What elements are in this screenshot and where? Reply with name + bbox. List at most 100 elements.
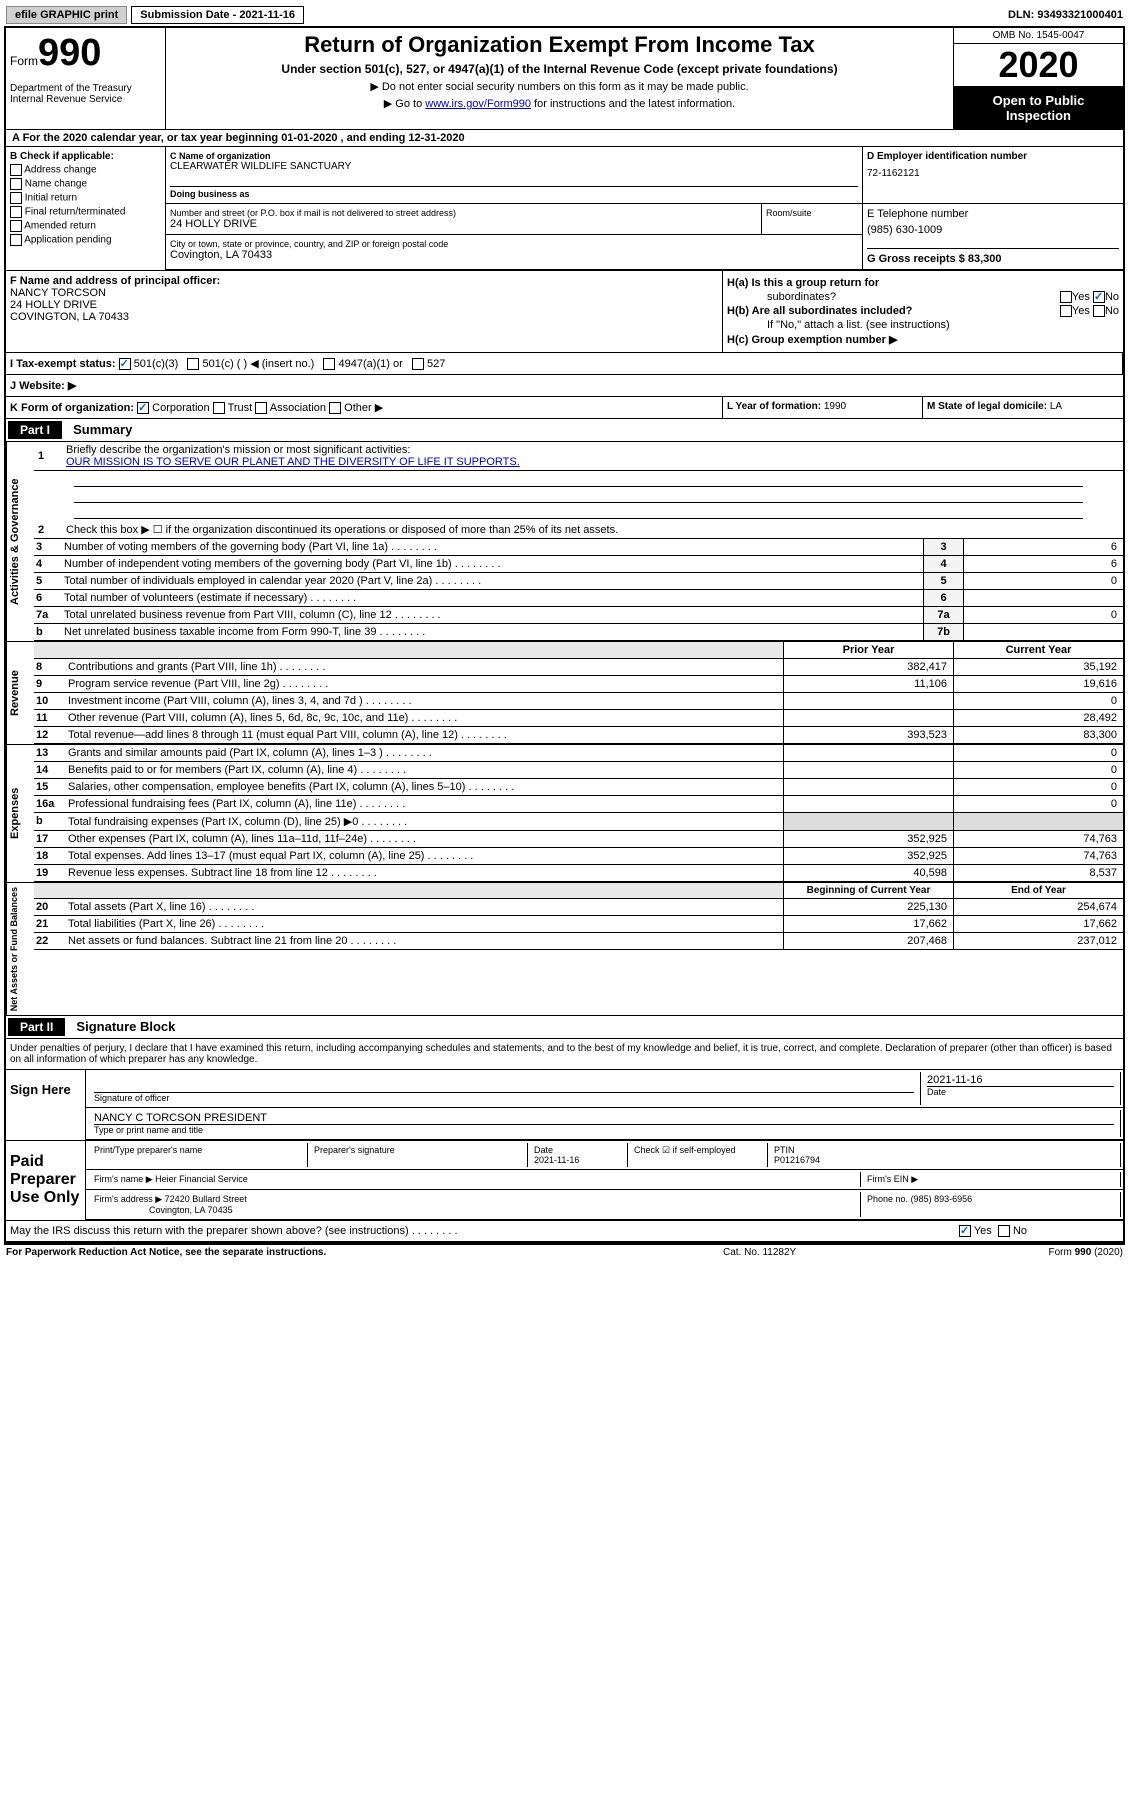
side-expenses: Expenses	[6, 745, 34, 882]
instruction-line-2: ▶ Go to www.irs.gov/Form990 for instruct…	[170, 97, 949, 110]
side-governance: Activities & Governance	[6, 442, 34, 641]
form990-link[interactable]: www.irs.gov/Form990	[425, 98, 531, 110]
fin-line: 21 Total liabilities (Part X, line 26) 1…	[34, 916, 1123, 933]
form-body: Form 990 Department of the Treasury Inte…	[4, 26, 1125, 1244]
prior-year-header: Prior Year	[783, 642, 953, 658]
blank-line	[74, 505, 1083, 519]
part2-title: Signature Block	[68, 1019, 175, 1034]
status-opt: 501(c)(3)	[134, 358, 179, 370]
checkbox-icon[interactable]	[10, 178, 22, 190]
city-value: Covington, LA 70433	[170, 249, 858, 261]
checkbox-icon[interactable]	[10, 164, 22, 176]
status-label: I Tax-exempt status:	[10, 358, 116, 370]
city-label: City or town, state or province, country…	[170, 239, 858, 249]
fin-line: b Total fundraising expenses (Part IX, c…	[34, 813, 1123, 831]
k-opt: Corporation	[152, 402, 209, 414]
checkbox-icon[interactable]	[213, 402, 225, 414]
checkbox-icon[interactable]	[1060, 291, 1072, 303]
line1-text: Briefly describe the organization's miss…	[66, 444, 410, 456]
org-name: CLEARWATER WILDLIFE SANCTUARY	[170, 161, 858, 172]
tax-year: 2020	[954, 44, 1123, 87]
form-number: 990	[38, 32, 101, 75]
main-title: Return of Organization Exempt From Incom…	[170, 32, 949, 58]
officer-name: NANCY TORCSON	[10, 287, 718, 299]
part1-title: Summary	[65, 422, 132, 437]
footer-mid: Cat. No. 11282Y	[723, 1247, 923, 1258]
perjury-text: Under penalties of perjury, I declare th…	[6, 1039, 1123, 1069]
fin-line: 13 Grants and similar amounts paid (Part…	[34, 745, 1123, 762]
officer-print-name: NANCY C TORCSON PRESIDENT	[94, 1112, 1114, 1124]
checkbox-icon[interactable]	[1060, 305, 1072, 317]
checkbox-icon[interactable]	[137, 402, 149, 414]
checkbox-icon[interactable]	[10, 234, 22, 246]
form-label: Form	[10, 54, 38, 68]
sign-here: Sign Here	[6, 1070, 86, 1140]
firm-phone-label: Phone no.	[867, 1194, 908, 1204]
ha-sub: subordinates?	[767, 291, 836, 303]
checkbox-icon[interactable]	[1093, 291, 1105, 303]
current-year-header: Current Year	[953, 642, 1123, 658]
dept-treasury: Department of the Treasury Internal Reve…	[10, 83, 161, 105]
summary-line: 4 Number of independent voting members o…	[34, 556, 1123, 573]
checkbox-icon[interactable]	[10, 206, 22, 218]
text: for instructions and the latest informat…	[531, 98, 735, 110]
dln: DLN: 93493321000401	[1008, 9, 1123, 21]
checkbox-icon[interactable]	[412, 358, 424, 370]
officer-addr2: COVINGTON, LA 70433	[10, 311, 718, 323]
form-title-block: Return of Organization Exempt From Incom…	[166, 28, 953, 129]
fin-line: 16a Professional fundraising fees (Part …	[34, 796, 1123, 813]
omb-number: OMB No. 1545-0047	[954, 28, 1123, 44]
summary-line: 3 Number of voting members of the govern…	[34, 539, 1123, 556]
website-label: J Website: ▶	[10, 380, 76, 392]
summary-line: 5 Total number of individuals employed i…	[34, 573, 1123, 590]
checkbox-icon[interactable]	[1093, 305, 1105, 317]
checkbox-icon[interactable]	[10, 192, 22, 204]
fin-line: 8 Contributions and grants (Part VIII, l…	[34, 659, 1123, 676]
end-year-header: End of Year	[953, 883, 1123, 898]
firm-addr1: 72420 Bullard Street	[165, 1194, 247, 1204]
subtitle: Under section 501(c), 527, or 4947(a)(1)…	[170, 62, 949, 76]
checkbox-icon[interactable]	[255, 402, 267, 414]
header-right: OMB No. 1545-0047 2020 Open to Public In…	[953, 28, 1123, 129]
cb-label: Name change	[25, 179, 87, 190]
ein-label: D Employer identification number	[867, 151, 1119, 162]
fin-line: 11 Other revenue (Part VIII, column (A),…	[34, 710, 1123, 727]
checkbox-icon[interactable]	[959, 1225, 971, 1237]
footer-left: For Paperwork Reduction Act Notice, see …	[6, 1247, 723, 1258]
instruction-line-1: ▶ Do not enter social security numbers o…	[170, 80, 949, 93]
cb-label: Initial return	[25, 193, 77, 204]
efile-button[interactable]: efile GRAPHIC print	[6, 6, 127, 24]
fin-line: 9 Program service revenue (Part VIII, li…	[34, 676, 1123, 693]
submission-date: Submission Date - 2021-11-16	[131, 6, 304, 24]
status-opt: 501(c) ( ) ◀ (insert no.)	[203, 358, 315, 370]
cb-label: Final return/terminated	[25, 207, 126, 218]
part1-header: Part I	[8, 421, 62, 439]
summary-line: b Net unrelated business taxable income …	[34, 624, 1123, 641]
firm-addr-label: Firm's address ▶	[94, 1194, 162, 1204]
footer: For Paperwork Reduction Act Notice, see …	[4, 1244, 1125, 1260]
sig-officer-label: Signature of officer	[94, 1092, 914, 1103]
cb-label: Application pending	[24, 235, 111, 246]
cb-label: Amended return	[24, 221, 96, 232]
fin-line: 12 Total revenue—add lines 8 through 11 …	[34, 727, 1123, 744]
fin-line: 10 Investment income (Part VIII, column …	[34, 693, 1123, 710]
check-self: Check ☑ if self-employed	[628, 1143, 768, 1167]
phone-label: E Telephone number	[867, 208, 1119, 220]
checkbox-icon[interactable]	[119, 358, 131, 370]
page: efile GRAPHIC print Submission Date - 20…	[0, 0, 1129, 1264]
checkbox-icon[interactable]	[323, 358, 335, 370]
mission-text: OUR MISSION IS TO SERVE OUR PLANET AND T…	[66, 456, 520, 468]
checkbox-icon[interactable]	[998, 1225, 1010, 1237]
checkbox-icon[interactable]	[187, 358, 199, 370]
checkbox-icon[interactable]	[329, 402, 341, 414]
side-revenue: Revenue	[6, 642, 34, 744]
date-label: Date	[927, 1086, 1114, 1097]
fin-line: 15 Salaries, other compensation, employe…	[34, 779, 1123, 796]
status-opt: 4947(a)(1) or	[339, 358, 403, 370]
street-label: Number and street (or P.O. box if mail i…	[170, 208, 757, 218]
officer-label: F Name and address of principal officer:	[10, 275, 718, 287]
discuss-text: May the IRS discuss this return with the…	[10, 1225, 959, 1237]
checkbox-icon[interactable]	[10, 220, 22, 232]
fin-line: 19 Revenue less expenses. Subtract line …	[34, 865, 1123, 882]
hb-label: H(b) Are all subordinates included?	[727, 305, 912, 317]
